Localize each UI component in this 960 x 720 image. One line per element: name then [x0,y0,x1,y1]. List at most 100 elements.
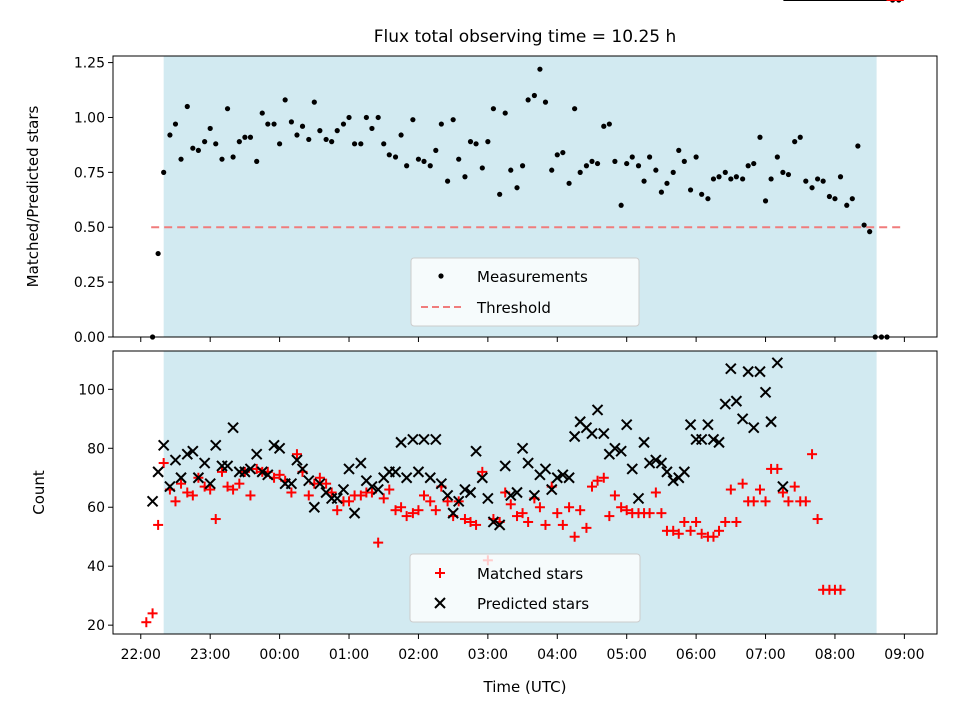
predicted-star-point [771,357,784,369]
measurement-point [351,141,358,147]
predicted-star-point [511,486,523,499]
measurement-point [479,165,485,171]
measurement-point [861,222,867,228]
measurement-point [699,191,705,197]
measurement-point [664,180,670,186]
measurement-point [161,169,167,175]
predicted-star-point [586,427,598,440]
measurement-point [566,180,572,186]
predicted-star-point [250,448,263,460]
predicted-star-point [418,433,430,446]
predicted-star-point [568,430,581,443]
predicted-star-point [285,477,298,490]
measurement-point [549,167,555,173]
measurement-point [497,191,503,197]
predicted-star-point [175,472,187,484]
measurement-point [190,145,196,151]
measurement-point [444,178,451,184]
predicted-stars-points [146,0,887,531]
measurement-point [381,141,387,147]
bottom-y-tick-label: 100 [78,382,105,398]
predicted-star-point [372,483,384,496]
measurement-point [687,187,694,193]
matched-star-point [789,481,800,492]
measurement-point [358,141,364,147]
x-tick-label: 23:00 [190,647,230,663]
matched-star-point [182,487,193,498]
matched-star-point [176,478,187,489]
measurement-point [219,156,225,162]
measurements-legend-marker [438,273,444,279]
predicted-star-point [591,404,604,416]
measurement-point [572,106,578,112]
measurement-point [733,174,739,180]
measurement-point [277,141,283,147]
measurement-point [282,97,288,103]
measurement-point [762,198,769,204]
predicted-star-point [452,495,465,508]
matched-star-point [523,516,534,527]
predicted-star-point [528,489,541,502]
measurement-point [826,193,833,200]
predicted-star-point [661,466,673,478]
predicted-star-point [557,469,569,481]
measurement-point [306,136,312,143]
predicted-star-point [164,480,176,493]
predicted-star-point [192,472,205,484]
measurement-point [299,123,306,129]
measurement-point [814,176,821,182]
measurement-point [612,158,618,164]
measurement-point [450,117,456,123]
predicted-star-point [736,413,749,425]
matched-star-point [720,516,731,527]
measurement-point [618,202,624,208]
x-tick-label: 02:00 [398,647,438,663]
predicted-star-point [210,439,222,452]
measurement-point [653,167,659,173]
predicted-star-point [459,483,471,496]
matched-star-point [390,505,401,516]
measurement-point [467,139,474,145]
predicted-star-point [262,469,274,481]
measurement-point [797,134,803,140]
predicted-star-point [181,448,193,460]
predicted-star-point [499,460,511,472]
matched-star-point [609,490,620,501]
matched-star-point [407,508,418,519]
matched-star-point [586,481,597,492]
x-tick-label: 06:00 [676,647,716,663]
matched-star-point [800,496,811,507]
matched-star-point [378,493,389,504]
matched-star-point [418,490,429,501]
measurement-point [676,147,682,153]
matched-star-point [326,487,337,498]
measurement-point [386,152,392,158]
predicted-star-point [487,516,500,528]
predicted-star-point [476,472,489,484]
predicted-star-point [366,480,378,493]
measurement-point [542,99,549,105]
measurement-point [178,156,184,162]
measurement-points [149,0,902,340]
matched-star-point [344,496,355,507]
matched-stars-legend-label: Matched stars [477,565,583,583]
predicted-star-point [667,475,679,487]
measurement-point [433,147,439,153]
matched-star-point [708,531,719,542]
matched-star-point [425,496,436,507]
chart-title: Flux total observing time = 10.25 h [374,27,677,47]
predicted-star-point [632,492,645,505]
top-y-tick-label: 0.25 [74,275,105,291]
measurement-point [768,176,774,182]
measurement-point [167,132,173,138]
measurement-point [438,121,444,127]
bottom-axes-frame [112,350,938,635]
matched-star-point [286,487,297,498]
measurement-point [398,132,404,138]
measurement-point [265,121,271,127]
predicted-star-point [702,418,714,431]
matched-star-point [170,496,181,507]
matched-star-point [459,514,470,525]
predicted-star-point [343,463,355,475]
matched-star-point [442,496,453,507]
